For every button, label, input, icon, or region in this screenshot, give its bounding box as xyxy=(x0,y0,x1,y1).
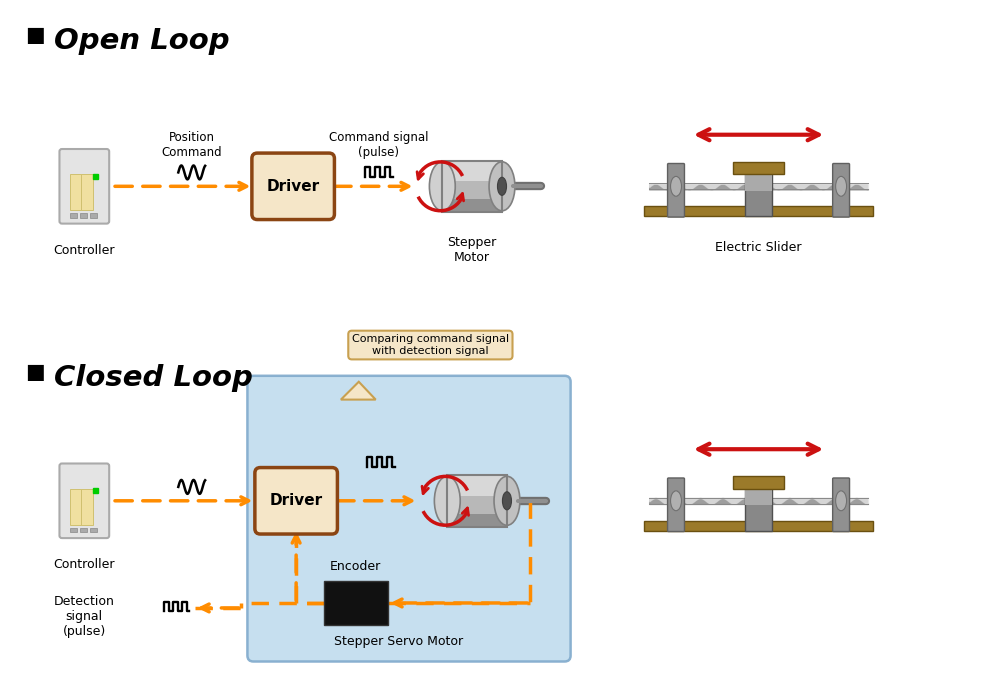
FancyBboxPatch shape xyxy=(833,478,850,531)
Bar xyxy=(649,498,868,504)
Text: ■: ■ xyxy=(25,25,44,45)
Bar xyxy=(90,528,97,533)
Bar xyxy=(649,183,868,190)
Text: Comparing command signal
with detection signal: Comparing command signal with detection … xyxy=(352,334,509,356)
Bar xyxy=(447,514,507,526)
Polygon shape xyxy=(341,382,376,400)
Ellipse shape xyxy=(434,476,460,525)
Bar xyxy=(442,160,502,212)
Ellipse shape xyxy=(671,176,681,196)
Bar xyxy=(442,199,502,212)
Bar xyxy=(745,170,772,216)
Ellipse shape xyxy=(494,476,520,525)
Bar xyxy=(81,174,93,211)
Text: Stepper Servo Motor: Stepper Servo Motor xyxy=(334,635,463,648)
Bar xyxy=(447,475,507,526)
Bar xyxy=(442,160,502,181)
Ellipse shape xyxy=(671,491,681,511)
FancyBboxPatch shape xyxy=(833,164,850,217)
Bar xyxy=(733,162,784,174)
Bar xyxy=(442,160,502,212)
Bar xyxy=(80,213,87,218)
FancyBboxPatch shape xyxy=(247,376,571,662)
Bar xyxy=(70,489,81,525)
Bar xyxy=(447,475,507,496)
Bar xyxy=(80,528,87,533)
Bar xyxy=(90,213,97,218)
Bar xyxy=(745,485,772,531)
Bar xyxy=(70,528,77,533)
FancyBboxPatch shape xyxy=(668,478,684,531)
Ellipse shape xyxy=(429,162,455,211)
FancyBboxPatch shape xyxy=(59,463,109,538)
FancyBboxPatch shape xyxy=(252,153,334,220)
Text: Encoder: Encoder xyxy=(330,560,381,573)
Bar xyxy=(745,489,772,505)
Text: Driver: Driver xyxy=(267,178,320,194)
FancyBboxPatch shape xyxy=(668,164,684,217)
Text: Electric Slider: Electric Slider xyxy=(715,241,802,254)
Ellipse shape xyxy=(836,491,847,511)
Ellipse shape xyxy=(836,176,847,196)
Text: Detection
signal
(pulse): Detection signal (pulse) xyxy=(54,595,115,638)
FancyBboxPatch shape xyxy=(255,468,337,534)
Bar xyxy=(733,476,784,489)
Ellipse shape xyxy=(502,492,511,510)
Bar xyxy=(324,581,388,625)
Text: Position
Command: Position Command xyxy=(161,131,222,159)
Text: Controller: Controller xyxy=(54,244,115,257)
Text: Closed Loop: Closed Loop xyxy=(54,364,253,392)
Ellipse shape xyxy=(489,162,515,211)
Bar xyxy=(745,175,772,191)
FancyBboxPatch shape xyxy=(59,149,109,223)
Bar xyxy=(70,213,77,218)
Bar xyxy=(70,174,81,211)
Bar xyxy=(644,206,873,216)
Text: Controller: Controller xyxy=(54,559,115,571)
Text: Stepper
Motor: Stepper Motor xyxy=(448,236,497,264)
Text: ■: ■ xyxy=(25,362,44,382)
Bar xyxy=(81,489,93,525)
Text: Driver: Driver xyxy=(270,494,323,508)
Text: Open Loop: Open Loop xyxy=(54,27,230,55)
Bar xyxy=(644,521,873,531)
Text: Command signal
(pulse): Command signal (pulse) xyxy=(329,131,428,159)
Ellipse shape xyxy=(497,177,507,195)
Bar xyxy=(447,475,507,526)
